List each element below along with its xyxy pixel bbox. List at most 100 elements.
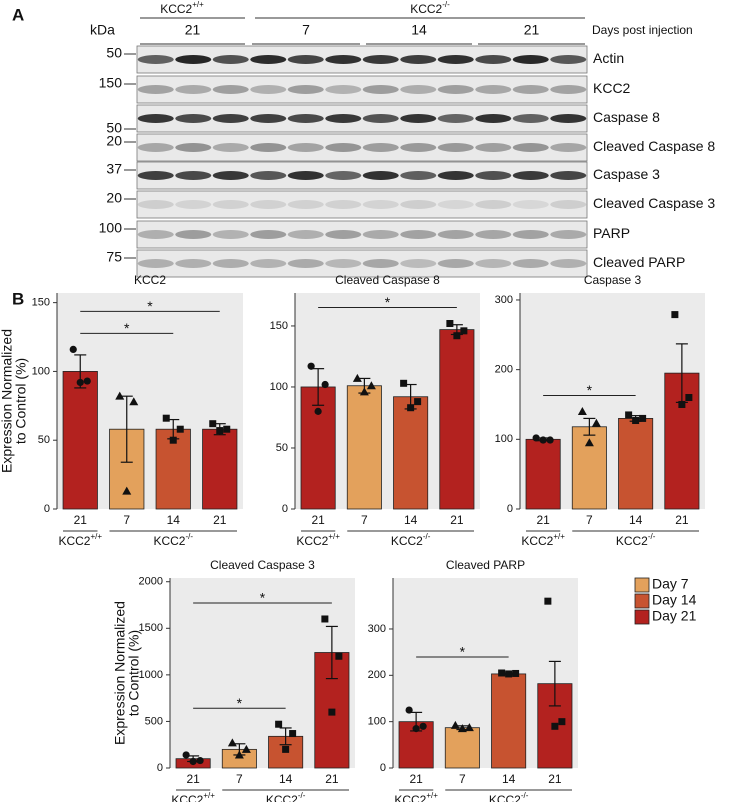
- blot-band: [400, 171, 437, 180]
- significance-label: *: [237, 695, 243, 711]
- error-bar: [325, 625, 338, 680]
- data-point: [223, 425, 231, 433]
- row-label: Actin: [593, 50, 624, 66]
- lane-label: 7: [302, 22, 310, 38]
- x-tick-label: 7: [123, 513, 130, 527]
- blot-band: [512, 259, 549, 268]
- blot-band: [550, 200, 587, 209]
- kda-value: 50: [106, 45, 122, 61]
- blot-band: [250, 200, 287, 209]
- blot-band: [362, 259, 399, 268]
- kda-value: 100: [99, 220, 123, 236]
- bar: [491, 673, 527, 769]
- y-tick-label: 1000: [139, 669, 163, 681]
- data-point: [335, 652, 343, 660]
- group-superscript: -/-: [423, 532, 431, 541]
- x-tick-label: 14: [279, 772, 293, 786]
- blot-band: [212, 259, 249, 268]
- y-tick-label: 50: [38, 434, 50, 446]
- axis-label: Days post injection: [592, 23, 693, 37]
- blot-band: [437, 171, 474, 180]
- data-point: [275, 720, 283, 728]
- x-tick-label: 14: [629, 513, 643, 527]
- legend-swatch: [634, 593, 650, 609]
- bar: [62, 371, 98, 510]
- group-name: KCC2: [153, 534, 185, 548]
- blot-band: [212, 85, 249, 94]
- blot-band: [175, 200, 212, 209]
- group-label: KCC2-/-: [266, 791, 306, 802]
- y-axis-label: to Control (%): [126, 630, 142, 716]
- blot-band: [550, 230, 587, 239]
- group-label: KCC2+/+: [171, 791, 215, 802]
- group-superscript: +/+: [426, 791, 438, 800]
- chart-title: Cleaved Caspase 8: [335, 273, 440, 287]
- blot-band: [475, 55, 512, 64]
- blot-band: [512, 85, 549, 94]
- group-superscript: -/-: [185, 532, 193, 541]
- blot-band: [362, 85, 399, 94]
- blot-band: [475, 114, 512, 123]
- x-tick-label: 14: [167, 513, 181, 527]
- blot-band: [362, 114, 399, 123]
- data-point: [457, 724, 467, 733]
- kda-value: 50: [106, 120, 122, 136]
- blot-band: [475, 85, 512, 94]
- data-point: [227, 738, 237, 747]
- y-tick-label: 100: [368, 716, 386, 728]
- group-label: KCC2-/-: [410, 0, 450, 16]
- blot-band: [362, 200, 399, 209]
- group-name: KCC2: [58, 534, 90, 548]
- group-superscript: -/-: [648, 532, 656, 541]
- group-label: KCC2-/-: [153, 532, 193, 548]
- row-label: Caspase 8: [593, 109, 660, 125]
- x-tick-label: 14: [404, 513, 418, 527]
- group-superscript: +/+: [553, 532, 565, 541]
- data-point: [189, 757, 197, 766]
- data-point: [314, 407, 322, 415]
- data-point: [584, 438, 594, 447]
- data-point: [632, 417, 640, 425]
- blot-band: [400, 143, 437, 152]
- x-tick-label: 7: [361, 513, 368, 527]
- data-point: [400, 379, 408, 387]
- data-point: [453, 332, 461, 340]
- group-superscript: +/+: [328, 532, 340, 541]
- data-point: [685, 394, 693, 402]
- group-name: KCC2: [521, 534, 553, 548]
- y-tick-label: 300: [495, 294, 513, 306]
- blot-band: [287, 259, 324, 268]
- group-name: KCC2: [616, 534, 648, 548]
- chart-title: Caspase 3: [584, 273, 642, 287]
- data-point: [115, 391, 125, 400]
- data-point: [505, 670, 513, 678]
- blot-band: [325, 230, 362, 239]
- blot-band: [437, 114, 474, 123]
- panel-label: B: [12, 289, 24, 308]
- blot-band: [325, 259, 362, 268]
- blot-band: [250, 85, 287, 94]
- blot-band: [137, 55, 174, 64]
- x-tick-label: 21: [675, 513, 689, 527]
- blot-band: [400, 85, 437, 94]
- data-point: [216, 427, 224, 435]
- y-tick-label: 100: [495, 433, 513, 445]
- row-label: Cleaved Caspase 3: [593, 195, 715, 211]
- blot-band: [325, 200, 362, 209]
- y-axis-label: to Control (%): [13, 358, 29, 444]
- blot-band: [400, 55, 437, 64]
- blot-band: [437, 143, 474, 152]
- data-point: [122, 486, 132, 495]
- lane-label: 14: [411, 22, 427, 38]
- data-point: [76, 378, 84, 387]
- blot-band: [250, 259, 287, 268]
- blot-band: [137, 259, 174, 268]
- data-point: [321, 615, 329, 623]
- blot-band: [437, 85, 474, 94]
- y-axis-label: Expression Normalized: [0, 329, 15, 473]
- y-tick-label: 100: [32, 365, 50, 377]
- blot-band: [512, 143, 549, 152]
- blot-band: [512, 171, 549, 180]
- blot-band: [325, 143, 362, 152]
